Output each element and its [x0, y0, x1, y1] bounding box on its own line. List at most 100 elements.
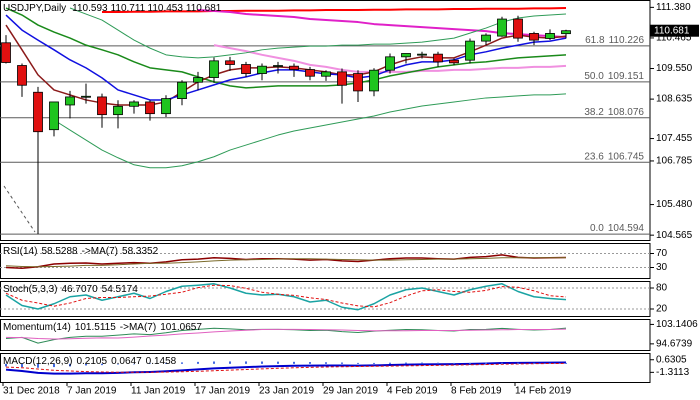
- candle-body: [385, 56, 395, 71]
- candle-body: [417, 53, 427, 56]
- histogram-bar: [485, 362, 487, 364]
- y-tick-label: 105.480: [656, 199, 693, 210]
- histogram-bar: [453, 362, 455, 364]
- y-tick-label: 80: [656, 283, 668, 294]
- indicator-value: 0.2105: [76, 356, 107, 367]
- x-tick-label: 17 Jan 2019: [195, 386, 250, 397]
- candle-body: [257, 65, 267, 74]
- histogram-bar: [213, 361, 215, 364]
- fib-level: 0.0: [590, 223, 604, 234]
- panel-frame: [0, 0, 651, 241]
- indicator-line: [5, 257, 567, 268]
- fib-price: 109.151: [608, 71, 645, 82]
- candle-body: [129, 101, 139, 107]
- title-open: 110.593: [72, 3, 108, 14]
- indicator-name: Stoch(5,3,3): [3, 284, 57, 295]
- fib-label: 38.2 108.076: [584, 106, 644, 117]
- fib-label: 23.6 106.745: [584, 151, 644, 162]
- indicator-line: [5, 7, 567, 89]
- histogram-bar: [85, 363, 87, 366]
- histogram-bar: [69, 363, 71, 367]
- indicator-name: Momentum(14): [3, 322, 71, 333]
- histogram-bar: [5, 363, 7, 367]
- candle-body: [497, 18, 507, 37]
- title-close: 110.681: [186, 3, 222, 14]
- histogram-bar: [277, 361, 279, 364]
- fib-level: 23.6: [584, 151, 604, 162]
- histogram-bar: [405, 362, 407, 364]
- histogram-bar: [533, 362, 535, 364]
- indicator-line: [5, 361, 567, 375]
- y-tick-label: 103.1406: [656, 319, 698, 330]
- fib-level: 61.8: [585, 35, 605, 46]
- indicator-name: RSI(14): [3, 246, 37, 257]
- candle-body: [193, 77, 203, 83]
- candle-body: [321, 71, 331, 77]
- fib-price: 108.076: [608, 106, 645, 117]
- y-tick-label: 108.635: [656, 94, 693, 105]
- candle-body: [561, 30, 571, 35]
- candle-body: [369, 69, 379, 92]
- candle-body: [449, 59, 459, 64]
- histogram-bar: [373, 362, 375, 364]
- y-tick-label: 70: [656, 248, 668, 259]
- panel-frame: [0, 319, 651, 351]
- histogram-bar: [357, 362, 359, 364]
- indicator-line: [102, 7, 567, 14]
- candle-body: [145, 101, 155, 115]
- x-tick-label: 14 Feb 2019: [515, 386, 572, 397]
- indicator-value: 58.5288: [41, 246, 78, 257]
- candle-body: [33, 91, 43, 133]
- candle-body: [273, 65, 283, 67]
- histogram-bar: [389, 362, 391, 364]
- histogram-bar: [117, 363, 119, 365]
- histogram-bar: [469, 362, 471, 364]
- histogram-bar: [565, 362, 567, 364]
- x-tick-label: 11 Jan 2019: [131, 386, 186, 397]
- candle-body: [177, 81, 187, 100]
- fib-label: 61.8 110.226: [585, 35, 644, 46]
- candle-body: [225, 60, 235, 65]
- candle-body: [513, 18, 523, 39]
- indicator-value: 54.5174: [102, 284, 139, 295]
- histogram-bar: [309, 362, 311, 364]
- histogram-bar: [293, 361, 295, 364]
- indicator-label: Momentum(14) 101.5115 ->MA(7) 101.0657: [3, 322, 202, 333]
- candle-body: [545, 33, 555, 39]
- y-tick-label: 0.6305: [656, 354, 687, 365]
- indicator-line: [69, 7, 567, 59]
- histogram-bar: [165, 363, 167, 364]
- histogram-bar: [245, 361, 247, 364]
- y-tick-label: 30: [656, 262, 668, 273]
- indicator-value: 0.1458: [146, 356, 177, 367]
- y-tick-label: 107.455: [656, 133, 693, 144]
- price-box-label: 110.681: [654, 25, 690, 36]
- indicator-label: MACD(12,26,9) 0.2105 0.0647 0.1458: [3, 356, 177, 367]
- candle-body: [49, 101, 59, 131]
- candle-body: [97, 96, 107, 116]
- y-tick-label: 110.465: [656, 33, 692, 44]
- indicator-name: ->MA(7): [120, 322, 156, 333]
- histogram-bar: [341, 362, 343, 364]
- indicator-line: [5, 283, 567, 311]
- indicator-name: MACD(12,26,9): [3, 356, 72, 367]
- candle-body: [337, 71, 347, 86]
- y-tick-label: 111.380: [656, 2, 691, 13]
- histogram-bar: [421, 362, 423, 364]
- x-tick-label: 29 Jan 2019: [323, 386, 378, 397]
- histogram-bar: [149, 363, 151, 365]
- x-tick-label: 31 Dec 2018: [3, 386, 60, 397]
- price-box: [650, 24, 699, 37]
- chart-title: USDJPY,Daily 110.593 110.711 110.453 110.681: [3, 3, 222, 14]
- fib-price: 110.226: [609, 35, 645, 46]
- indicator-line: [5, 362, 567, 373]
- indicator-name: ->MA(7): [82, 246, 118, 257]
- candle-body: [481, 34, 491, 42]
- indicator-value: 58.3352: [122, 246, 159, 257]
- candle-body: [81, 95, 91, 98]
- candle-body: [161, 98, 171, 115]
- candle-body: [113, 105, 123, 116]
- title-low: 110.453: [148, 3, 184, 14]
